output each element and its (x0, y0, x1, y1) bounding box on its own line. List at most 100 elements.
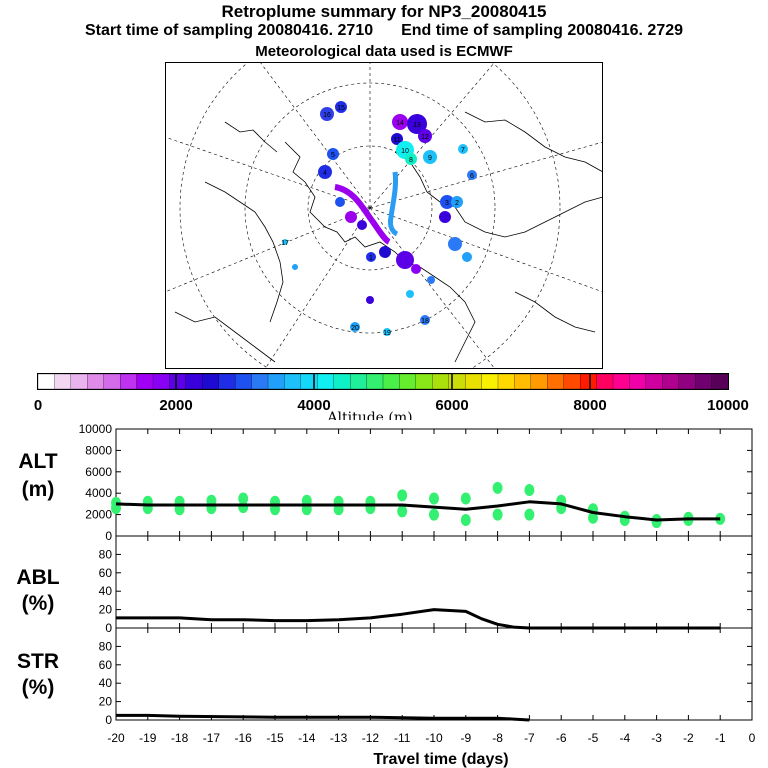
cluster-point (492, 508, 503, 521)
chart-title: Retroplume summary for NP3_20080415 (221, 2, 547, 21)
colorbar-tick-label: 10000 (707, 397, 749, 414)
map-day-label: 16 (323, 112, 331, 119)
colorbar-cell (185, 373, 203, 390)
x-tick-label: -6 (556, 731, 567, 745)
x-tick-label: -4 (619, 731, 630, 745)
y-tick-label: 80 (99, 547, 113, 561)
cluster-point (238, 501, 249, 514)
colorbar-tick-label: 8000 (573, 397, 606, 414)
colorbar-cell (103, 373, 121, 390)
x-axis-label: Travel time (days) (373, 751, 508, 768)
map-day-label: 20 (351, 325, 359, 332)
y-tick-label: 20 (99, 695, 113, 709)
y-tick-label: 6000 (85, 465, 112, 479)
colorbar-cell (333, 373, 351, 390)
altitude-colorbar: 0 2000 4000 6000 8000 10000 Altitude (m) (34, 373, 749, 420)
map-day-label: 6 (470, 173, 474, 180)
map-day-label: 12 (421, 134, 429, 141)
y-tick-label: 10000 (79, 422, 113, 436)
map-frame (165, 62, 603, 369)
map-day-label: 4 (323, 170, 327, 177)
cluster-point (397, 505, 408, 518)
map-day-label: 2 (455, 200, 459, 207)
x-tick-label: -9 (460, 731, 471, 745)
colorbar-tick-label: 4000 (297, 397, 330, 414)
colorbar-cell (547, 373, 565, 390)
x-tick-label: -13 (330, 731, 348, 745)
colorbar-cell (662, 373, 680, 390)
y-tick-label: 60 (99, 566, 113, 580)
x-tick-label: -7 (524, 731, 535, 745)
colorbar-cell (448, 373, 466, 390)
map-day-label: 13 (413, 122, 421, 129)
y-tick-label: 60 (99, 658, 113, 672)
x-tick-label: -20 (107, 731, 125, 745)
end-time-label: End time of sampling 20080416. 2729 (401, 22, 684, 39)
colorbar-cell (87, 373, 105, 390)
series-line (116, 608, 721, 630)
x-tick-label: -16 (235, 731, 253, 745)
map-day-label: 7 (461, 147, 465, 154)
colorbar-cell (54, 373, 72, 390)
panel-frame (115, 535, 753, 629)
cluster-point (429, 508, 439, 521)
x-tick-label: -2 (683, 731, 694, 745)
y-axis-unit: (m) (22, 478, 55, 501)
colorbar-cell (432, 373, 450, 390)
map-day-label: 10 (401, 148, 409, 155)
map-day-label: 14 (396, 120, 404, 127)
plume-cluster-markers (282, 101, 477, 336)
colorbar-cell (497, 373, 515, 390)
colorbar-cell (284, 373, 302, 390)
colorbar-cell (349, 373, 368, 390)
map-day-label: 19 (383, 330, 391, 337)
colorbar-cell (415, 373, 433, 390)
x-tick-label: -15 (266, 731, 284, 745)
cluster-point (588, 511, 598, 524)
colorbar-cell (169, 373, 187, 390)
colorbar-cell (596, 373, 614, 390)
colorbar-cell (481, 373, 499, 390)
panel-alt: 0 2000 4000 6000 8000 10000 ALT (m) (18, 422, 753, 543)
cluster-point (524, 483, 535, 496)
colorbar-cell (119, 373, 138, 390)
x-tick-label: -8 (492, 731, 503, 745)
map-day-label: 18 (421, 318, 429, 325)
colorbar-cell (70, 373, 88, 390)
y-tick-label: 0 (105, 713, 112, 727)
sampling-times: Start time of sampling 20080416. 2710 End… (0, 22, 768, 40)
y-tick-label: 40 (99, 584, 113, 598)
colorbar-cell (267, 373, 285, 390)
cluster-point (651, 516, 662, 529)
map-day-label: 1 (369, 255, 373, 262)
colorbar-cells (37, 373, 729, 390)
x-tick-label: -19 (139, 731, 157, 745)
y-tick-label: 2000 (85, 508, 112, 522)
colorbar-ticks: 0 2000 4000 6000 8000 10000 (34, 374, 749, 414)
cluster-point (429, 492, 439, 505)
colorbar-cell (514, 373, 532, 390)
cluster-point (397, 489, 408, 502)
y-tick-label: 40 (99, 676, 113, 690)
colorbar-cell (464, 373, 483, 390)
panel-frame (115, 627, 753, 721)
plume-path-purple (334, 184, 391, 245)
cluster-point (460, 492, 471, 505)
map-day-label: 15 (337, 105, 345, 112)
map-day-label: 9 (428, 155, 432, 162)
colorbar-cell (202, 373, 220, 390)
x-tick-label: -12 (362, 731, 380, 745)
colorbar-cell (530, 373, 548, 390)
colorbar-cell (218, 373, 236, 390)
colorbar-cell (629, 373, 647, 390)
panel-abl: 0 20 40 60 80 ABL (%) (16, 535, 753, 635)
x-tick-labels: -20 -19 -18 -17 -16 -15 -14 -13 -12 -11 -10 -9 -8 -7-… (107, 731, 755, 745)
colorbar-cell (563, 373, 581, 390)
y-axis-title: STR (17, 650, 59, 673)
cluster-point (492, 481, 503, 494)
colorbar-cell (645, 373, 663, 390)
y-tick-label: 0 (105, 529, 112, 543)
cluster-point (524, 508, 535, 521)
colorbar-cell (300, 373, 318, 390)
